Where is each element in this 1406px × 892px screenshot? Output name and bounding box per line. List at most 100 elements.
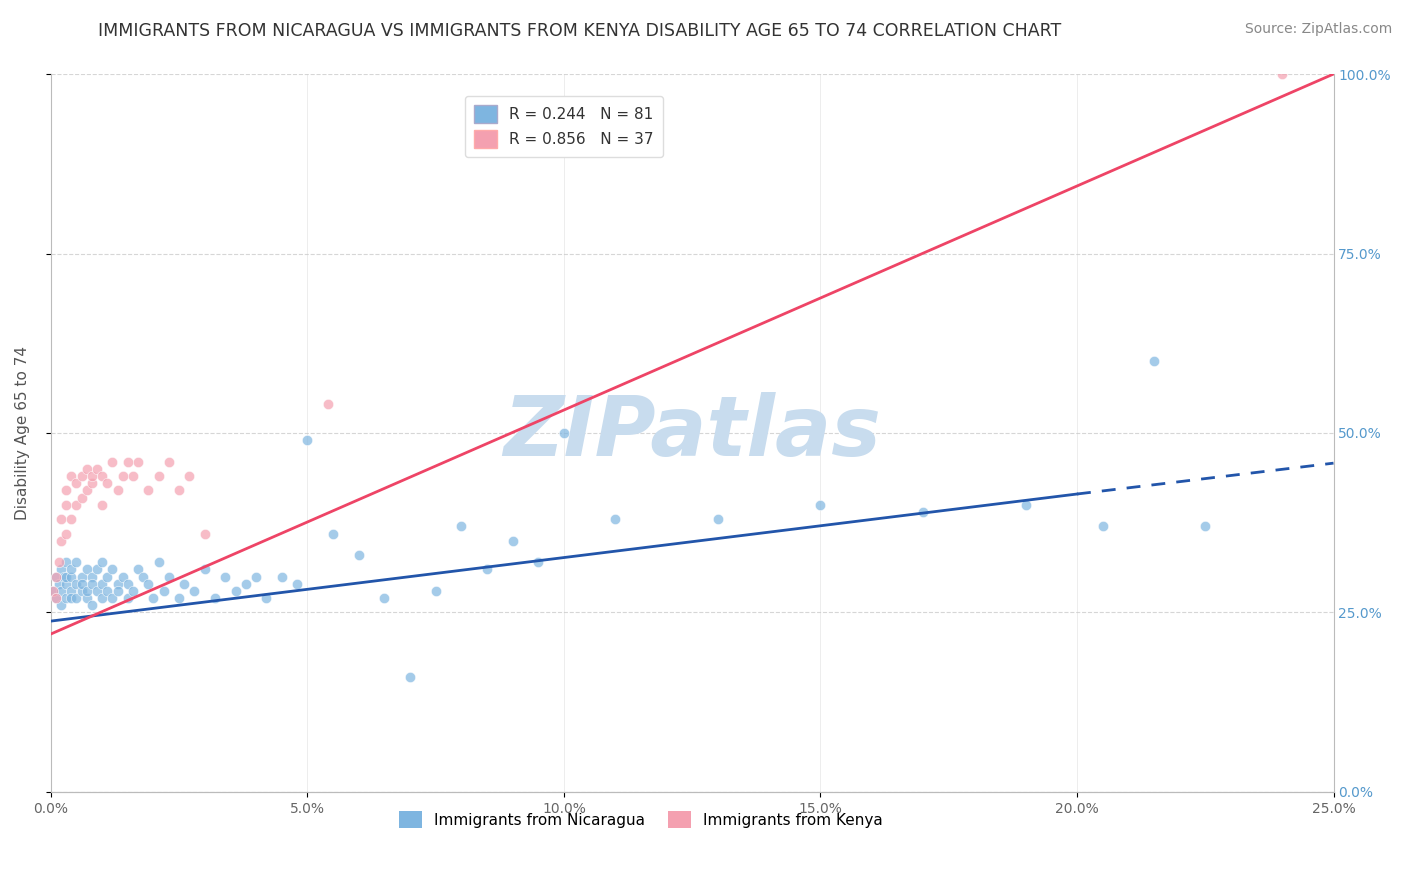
Point xyxy=(76,591,98,606)
Point xyxy=(502,533,524,548)
Legend: Immigrants from Nicaragua, Immigrants from Kenya: Immigrants from Nicaragua, Immigrants fr… xyxy=(392,805,889,835)
Point xyxy=(912,505,935,519)
Point xyxy=(605,512,627,526)
Point xyxy=(157,569,180,583)
Point xyxy=(80,569,103,583)
Point xyxy=(65,555,87,569)
Point xyxy=(101,455,124,469)
Point xyxy=(254,591,277,606)
Point xyxy=(80,576,103,591)
Point xyxy=(49,562,72,576)
Point xyxy=(373,591,395,606)
Point xyxy=(152,583,174,598)
Point xyxy=(117,591,139,606)
Point xyxy=(142,591,165,606)
Point xyxy=(80,476,103,491)
Point xyxy=(60,583,83,598)
Point xyxy=(204,591,226,606)
Point xyxy=(76,583,98,598)
Point xyxy=(111,569,134,583)
Point xyxy=(55,555,77,569)
Point xyxy=(65,498,87,512)
Point xyxy=(52,569,75,583)
Text: IMMIGRANTS FROM NICARAGUA VS IMMIGRANTS FROM KENYA DISABILITY AGE 65 TO 74 CORRE: IMMIGRANTS FROM NICARAGUA VS IMMIGRANTS … xyxy=(98,22,1062,40)
Point xyxy=(76,562,98,576)
Point xyxy=(70,491,93,505)
Point xyxy=(80,599,103,613)
Point xyxy=(316,397,339,411)
Point xyxy=(148,469,170,483)
Point xyxy=(707,512,730,526)
Point xyxy=(194,562,217,576)
Point xyxy=(347,548,370,562)
Point xyxy=(49,533,72,548)
Point xyxy=(214,569,236,583)
Point xyxy=(173,576,195,591)
Point xyxy=(91,591,114,606)
Point xyxy=(553,425,575,440)
Point xyxy=(55,576,77,591)
Point xyxy=(285,576,308,591)
Point xyxy=(475,562,498,576)
Point xyxy=(91,576,114,591)
Point xyxy=(86,562,108,576)
Point xyxy=(527,555,550,569)
Point xyxy=(65,476,87,491)
Point xyxy=(270,569,292,583)
Point xyxy=(55,498,77,512)
Point xyxy=(117,576,139,591)
Point xyxy=(1014,498,1036,512)
Point xyxy=(91,469,114,483)
Point xyxy=(86,462,108,476)
Point xyxy=(107,483,129,498)
Point xyxy=(60,469,83,483)
Point xyxy=(48,555,70,569)
Point xyxy=(167,483,190,498)
Point xyxy=(157,455,180,469)
Point xyxy=(42,583,65,598)
Point xyxy=(60,512,83,526)
Point xyxy=(183,583,205,598)
Point xyxy=(55,591,77,606)
Point xyxy=(425,583,447,598)
Point xyxy=(76,462,98,476)
Point xyxy=(127,455,149,469)
Point xyxy=(127,562,149,576)
Point xyxy=(1091,519,1114,533)
Point xyxy=(70,583,93,598)
Point xyxy=(76,483,98,498)
Point xyxy=(132,569,155,583)
Point xyxy=(91,555,114,569)
Point xyxy=(225,583,247,598)
Point xyxy=(101,591,124,606)
Point xyxy=(810,498,832,512)
Text: Source: ZipAtlas.com: Source: ZipAtlas.com xyxy=(1244,22,1392,37)
Text: ZIPatlas: ZIPatlas xyxy=(503,392,882,474)
Point xyxy=(122,469,145,483)
Point xyxy=(60,569,83,583)
Point xyxy=(101,562,124,576)
Point xyxy=(322,526,344,541)
Point xyxy=(136,576,159,591)
Point xyxy=(55,526,77,541)
Point xyxy=(45,569,67,583)
Point xyxy=(136,483,159,498)
Point xyxy=(80,469,103,483)
Point xyxy=(49,599,72,613)
Point xyxy=(107,576,129,591)
Point xyxy=(245,569,267,583)
Point xyxy=(49,583,72,598)
Point xyxy=(297,433,319,447)
Point xyxy=(167,591,190,606)
Point xyxy=(111,469,134,483)
Point xyxy=(86,583,108,598)
Point xyxy=(235,576,257,591)
Point xyxy=(55,569,77,583)
Point xyxy=(48,576,70,591)
Point xyxy=(70,469,93,483)
Point xyxy=(450,519,472,533)
Point xyxy=(45,591,67,606)
Point xyxy=(1271,67,1294,81)
Point xyxy=(194,526,217,541)
Point xyxy=(60,591,83,606)
